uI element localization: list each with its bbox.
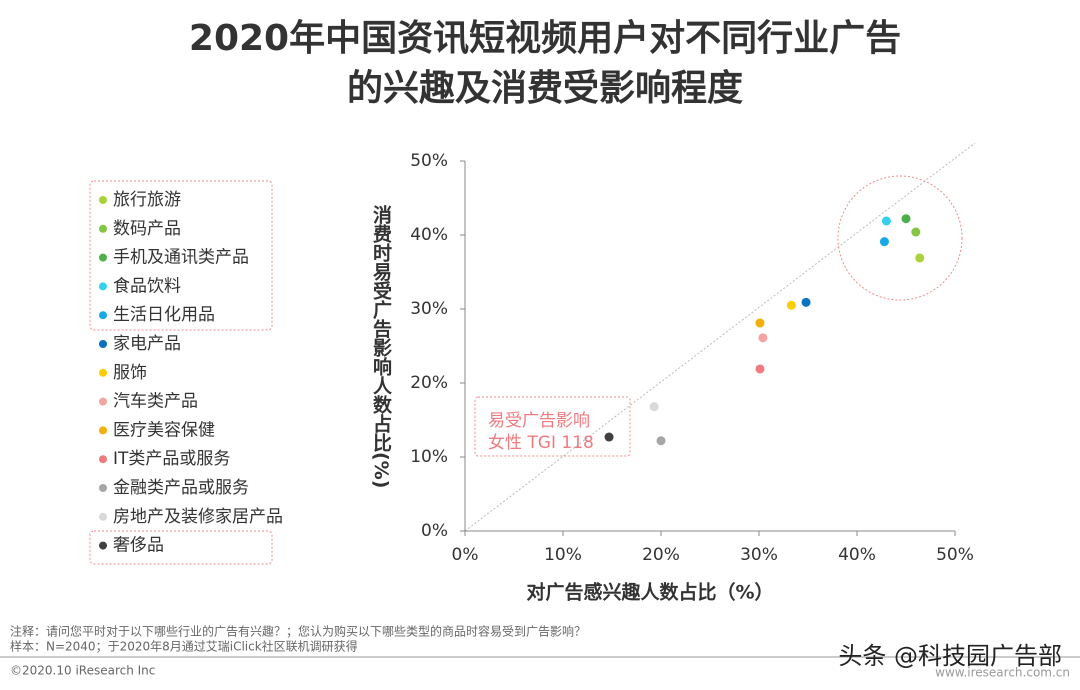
y-tick-label: 40% — [410, 225, 448, 245]
y-tick-label: 10% — [410, 447, 448, 467]
chart-title: 2020年中国资讯短视频用户对不同行业广告 — [189, 18, 901, 59]
x-tick-label: 30% — [740, 545, 778, 565]
point — [604, 432, 614, 442]
legend-marker — [99, 368, 107, 377]
y-axis-label: 消费时易受广告影响人数占比(%) — [370, 205, 392, 489]
x-tick-label: 10% — [544, 545, 582, 565]
point — [755, 318, 765, 328]
x-axis-label: 对广告感兴趣人数占比（%） — [526, 581, 773, 604]
point — [915, 253, 925, 263]
note: 样本：N=2040；于2020年8月通过艾瑞iClick社区联机调研获得 — [10, 639, 358, 654]
legend-marker — [99, 397, 107, 406]
legend-label: 金融类产品或服务 — [113, 478, 249, 498]
legend-label: 奢侈品 — [113, 536, 164, 556]
y-tick-label: 20% — [410, 373, 448, 393]
legend-group-box — [89, 180, 273, 331]
x-tick-label: 50% — [936, 545, 974, 565]
legend-marker — [99, 311, 107, 320]
legend-label: IT类产品或服务 — [113, 449, 230, 469]
chart-title: 的兴趣及消费受影响程度 — [347, 68, 743, 109]
annotation: 女性 TGI 118 — [488, 433, 594, 453]
point — [649, 402, 659, 412]
point — [801, 297, 811, 307]
point — [879, 237, 889, 247]
legend-marker — [99, 340, 107, 348]
point — [881, 216, 891, 226]
site: www.iresearch.com.cn — [935, 666, 1070, 680]
point — [758, 333, 768, 343]
legend-marker — [99, 253, 107, 262]
legend-label: 旅行旅游 — [113, 190, 181, 210]
y-tick-label: 50% — [410, 151, 448, 171]
legend-label: 家电产品 — [113, 334, 181, 354]
legend-label: 医疗美容保健 — [113, 420, 215, 440]
note: 注释：请问您平时对于以下哪些行业的广告有兴趣？；您认为购买以下哪些类型的商品时容… — [10, 624, 586, 639]
legend-label: 服饰 — [113, 363, 147, 383]
point — [755, 364, 765, 374]
legend-label: 汽车类产品 — [113, 392, 198, 412]
highlight-circle — [837, 175, 963, 301]
x-tick-label: 20% — [642, 545, 680, 565]
x-tick-label: 0% — [452, 545, 479, 565]
legend-marker — [99, 426, 107, 435]
legend-marker — [99, 484, 107, 492]
point — [656, 436, 666, 446]
point — [901, 214, 911, 224]
legend-label: 食品饮料 — [113, 276, 181, 296]
point — [786, 300, 796, 310]
diagonal — [464, 142, 976, 532]
watermark: 头条 @科技园广告部 — [838, 642, 1062, 670]
annotation: 易受广告影响 — [488, 411, 590, 431]
legend-label: 生活日化用品 — [113, 305, 215, 325]
legend-marker — [99, 512, 107, 521]
legend-marker — [99, 224, 107, 233]
legend-label: 手机及通讯类产品 — [113, 248, 249, 268]
x-tick-label: 40% — [838, 545, 876, 565]
legend-label: 房地产及装修家居产品 — [113, 507, 283, 527]
legend-marker — [99, 455, 107, 464]
copyright: ©2020.10 iResearch Inc — [10, 664, 155, 678]
annotation-box — [474, 396, 631, 457]
y-tick-label: 30% — [410, 299, 448, 319]
legend-marker — [99, 196, 107, 204]
point — [911, 227, 921, 237]
legend-group-box — [89, 530, 273, 565]
legend-label: 数码产品 — [113, 219, 181, 239]
legend-marker — [99, 282, 107, 291]
y-tick-label: 0% — [421, 521, 448, 541]
legend-marker — [99, 541, 107, 550]
